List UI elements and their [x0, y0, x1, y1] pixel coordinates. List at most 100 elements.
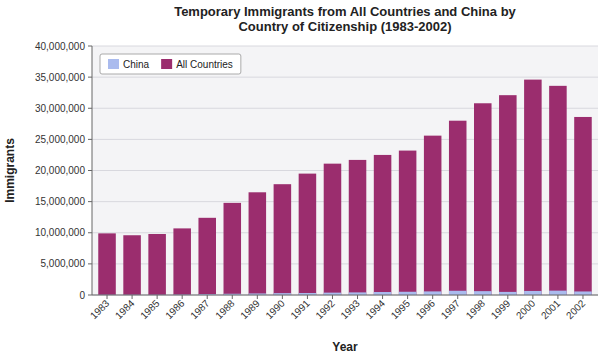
x-tick [507, 295, 508, 299]
x-tick-label: 1986 [163, 297, 187, 321]
bar [549, 291, 567, 295]
x-tick-label: 1993 [338, 297, 362, 321]
plot-area [92, 46, 598, 295]
legend: China All Countries [100, 54, 241, 74]
legend-swatch [108, 59, 119, 69]
x-tick-label: 1988 [213, 297, 237, 321]
y-tick [88, 263, 92, 264]
x-tick [257, 295, 258, 299]
bar [123, 235, 141, 295]
x-tick [182, 295, 183, 299]
x-tick [582, 295, 583, 299]
y-axis-label: Immigrants [3, 138, 17, 203]
x-tick [332, 295, 333, 299]
grid-line [92, 108, 598, 109]
y-tick-label: 25,000,000 [35, 134, 85, 145]
legend-label: All Countries [176, 59, 233, 70]
bar [574, 291, 592, 295]
title-line: Temporary Immigrants from All Countries … [174, 4, 516, 19]
x-tick [532, 295, 533, 299]
x-tick [132, 295, 133, 299]
x-tick [407, 295, 408, 299]
bar [449, 291, 467, 295]
y-tick-label: 40,000,000 [35, 41, 85, 52]
x-tick [207, 295, 208, 299]
x-tick-label: 2002 [564, 297, 588, 321]
chart: Temporary Immigrants from All Countries … [0, 0, 614, 357]
x-tick-label: 1983 [88, 297, 112, 321]
bar [424, 291, 442, 295]
bar [524, 291, 542, 295]
y-tick [88, 232, 92, 233]
grid-line [92, 295, 598, 296]
y-tick-label: 20,000,000 [35, 165, 85, 176]
bar [574, 117, 592, 295]
bar [424, 136, 442, 295]
x-tick-label: 1999 [489, 297, 513, 321]
x-tick-label: 1991 [288, 297, 312, 321]
bar [324, 164, 342, 295]
x-tick-label: 1997 [439, 297, 463, 321]
x-tick-label: 1995 [389, 297, 413, 321]
x-tick-label: 1987 [188, 297, 212, 321]
y-tick-label: 35,000,000 [35, 72, 85, 83]
grid-line [92, 46, 598, 47]
legend-label: China [123, 59, 150, 70]
x-tick-label: 1990 [263, 297, 287, 321]
x-axis-label: Year [332, 340, 358, 354]
y-tick-label: 30,000,000 [35, 103, 85, 114]
x-tick-label: 1989 [238, 297, 262, 321]
title-line: Country of Citizenship (1983-2002) [238, 19, 451, 34]
x-tick-label: 1996 [414, 297, 438, 321]
y-axis [92, 46, 93, 295]
bar [474, 291, 492, 295]
grid-line [92, 77, 598, 78]
bar [198, 218, 216, 295]
grid-line [92, 201, 598, 202]
bar [98, 233, 116, 295]
y-tick [88, 201, 92, 202]
grid-line [92, 232, 598, 233]
x-tick [282, 295, 283, 299]
grid-line [92, 170, 598, 171]
bar [148, 234, 166, 295]
x-tick-label: 2000 [514, 297, 538, 321]
x-tick-label: 1985 [138, 297, 162, 321]
bar [499, 95, 517, 295]
bar [399, 151, 417, 295]
x-tick [307, 295, 308, 299]
grid-line [92, 263, 598, 264]
bar [374, 155, 392, 295]
bar [299, 174, 317, 295]
x-tick [432, 295, 433, 299]
y-tick [88, 108, 92, 109]
x-tick-label: 1998 [464, 297, 488, 321]
y-tick-label: 5,000,000 [41, 258, 86, 269]
y-tick-label: 15,000,000 [35, 196, 85, 207]
x-tick [357, 295, 358, 299]
bar [474, 103, 492, 295]
legend-swatch [161, 59, 172, 69]
x-tick [482, 295, 483, 299]
bars [98, 80, 591, 295]
y-tick [88, 77, 92, 78]
legend-box [100, 54, 241, 74]
bar [349, 160, 367, 295]
x-tick [557, 295, 558, 299]
title: Temporary Immigrants from All Countries … [174, 4, 516, 34]
y-tick-label: 10,000,000 [35, 227, 85, 238]
y-tick [88, 139, 92, 140]
bar [274, 184, 292, 295]
x-tick-label: 1994 [363, 297, 387, 321]
x-tick [382, 295, 383, 299]
bar [524, 80, 542, 295]
x-tick [107, 295, 108, 299]
y-tick [88, 46, 92, 47]
x-tick [157, 295, 158, 299]
y-tick [88, 170, 92, 171]
x-tick [232, 295, 233, 299]
bar [224, 203, 242, 295]
bar [249, 192, 267, 295]
y-tick [88, 295, 92, 296]
bar [449, 121, 467, 295]
